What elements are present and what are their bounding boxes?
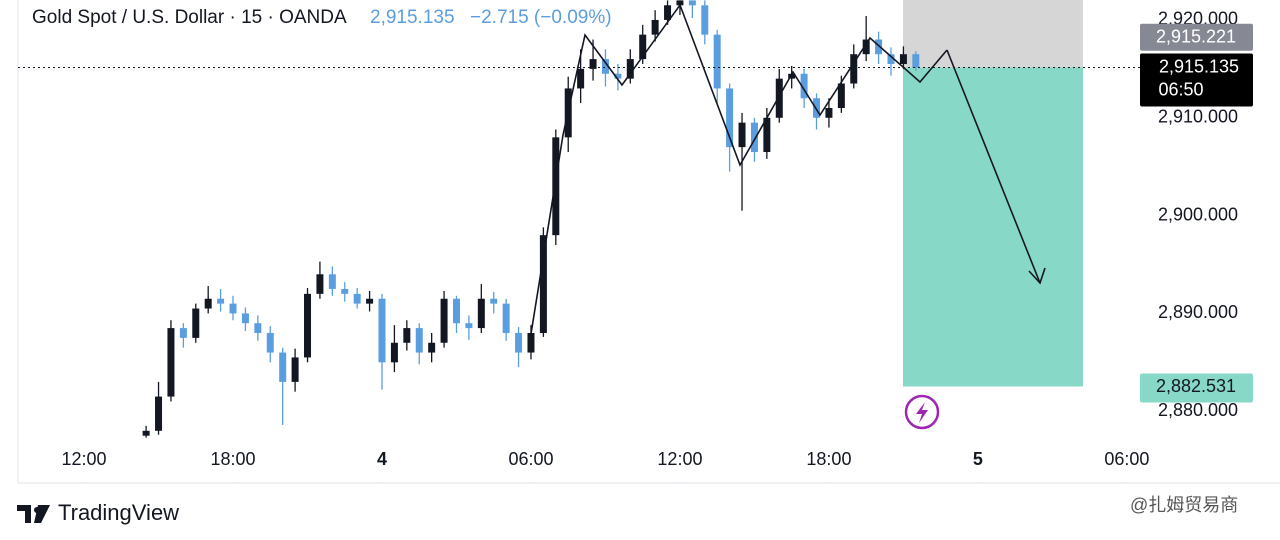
y-tick-label: 2,900.000 (1158, 204, 1238, 224)
watermark: @扎姆贸易商 (1130, 495, 1238, 515)
x-tick-label: 4 (377, 449, 387, 469)
candle-body (266, 332, 274, 353)
x-tick-label: 5 (973, 449, 983, 469)
candle-body (291, 357, 299, 382)
candle-body (515, 332, 523, 353)
candle-body (465, 323, 473, 329)
stop-zone (903, 0, 1083, 68)
arrow-head (1028, 267, 1046, 285)
x-tick-label: 06:00 (1104, 449, 1149, 469)
candle-body (304, 293, 312, 358)
y-tick-label: 2,890.000 (1158, 302, 1238, 322)
candle-body (229, 303, 237, 314)
candle-body (428, 342, 436, 353)
last-tag-label: 2,915.135 (1159, 56, 1239, 76)
candle-body (800, 73, 808, 99)
countdown: 06:50 (1158, 79, 1203, 99)
candle-body (192, 308, 200, 338)
stop-tag (1140, 23, 1253, 51)
candle-body (452, 298, 460, 324)
target-tag-label: 2,882.531 (1156, 376, 1236, 396)
candle-body (403, 328, 411, 343)
candle-body (664, 5, 672, 20)
candle-body (241, 313, 249, 324)
candle-body (614, 73, 622, 79)
target-tag (1140, 373, 1253, 403)
x-tick-label: 18:00 (806, 449, 851, 469)
y-tick-label: 2,910.000 (1158, 107, 1238, 127)
candle-body (899, 54, 907, 64)
last-value: 2,915.135 (370, 7, 455, 28)
candle-body (775, 78, 783, 118)
candle-body (788, 73, 796, 79)
candle-body (539, 235, 547, 333)
candle-body (713, 34, 721, 89)
candle-body (626, 59, 634, 79)
candle-body (179, 328, 187, 338)
candle-body (353, 293, 361, 304)
symbol-title: Gold Spot / U.S. Dollar · 15 · OANDA (32, 7, 347, 28)
lightning (916, 402, 928, 423)
candle-body (726, 88, 734, 148)
candle-body (167, 328, 175, 397)
plot-area (142, 0, 1083, 438)
candle-body (750, 122, 758, 153)
candle-body (328, 274, 336, 289)
logo-dot (34, 507, 40, 513)
x-tick-label: 12:00 (62, 449, 107, 469)
candle-body (912, 54, 920, 68)
candle-body (502, 303, 510, 333)
candle-body (763, 117, 771, 153)
candle-body (738, 122, 746, 148)
last-tag (1140, 53, 1253, 107)
candle-body (316, 274, 324, 294)
candle-body (204, 298, 212, 309)
candle-body (850, 54, 858, 84)
change-value: −2.715 (−0.09%) (470, 7, 612, 28)
x-tick-label: 12:00 (657, 449, 702, 469)
target-zone (903, 67, 1083, 387)
candle-body (490, 298, 498, 304)
x-tick-label: 06:00 (508, 449, 553, 469)
zigzag-drawing (529, 3, 948, 341)
candle-body (440, 298, 448, 343)
candle-body (378, 298, 386, 363)
candle-body (589, 59, 597, 69)
candle-body (366, 298, 374, 304)
candle-body (217, 298, 225, 304)
candle-body (825, 107, 833, 118)
candle-body (601, 59, 609, 74)
candle-body (415, 328, 423, 353)
candle-body (527, 332, 535, 353)
candle-body (155, 396, 163, 431)
candle-body (887, 54, 895, 64)
candle-body (639, 34, 647, 60)
candle-body (651, 19, 659, 35)
candle-body (390, 342, 398, 363)
candle-body (142, 430, 150, 436)
tv-logo (17, 505, 50, 523)
candle-body (688, 0, 696, 6)
candle-body (701, 5, 709, 35)
y-tick-label: 2,880.000 (1158, 400, 1238, 420)
candle-body (875, 39, 883, 55)
logo-mark (17, 505, 50, 523)
stop-tag-label: 2,915.221 (1156, 26, 1236, 46)
candle-body (837, 83, 845, 108)
brand: TradingView (58, 500, 179, 525)
candle-body (577, 68, 585, 89)
arrow-line (946, 49, 1041, 284)
candle-body (341, 288, 349, 294)
candle-body (477, 298, 485, 329)
candle-body (862, 39, 870, 55)
x-tick-label: 18:00 (210, 449, 255, 469)
candle-body (254, 323, 262, 333)
candle-body (676, 0, 684, 6)
candle-body (279, 352, 287, 382)
candle-body (552, 137, 560, 236)
